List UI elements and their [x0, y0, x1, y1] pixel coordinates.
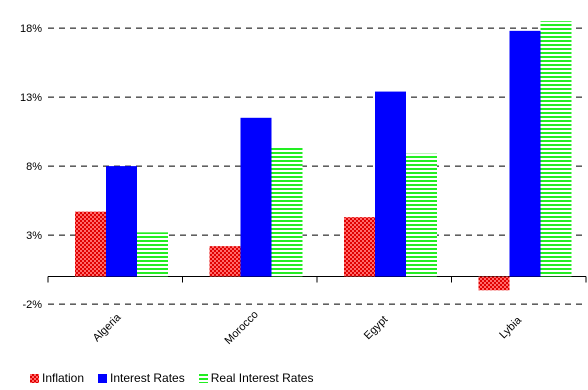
legend-label-real-interest-rates: Real Interest Rates — [210, 371, 314, 385]
y-tick-label: 3% — [26, 230, 42, 242]
category-labels: Algeria Morocco Egypt Lybia — [91, 309, 525, 347]
chart: -2% 3% 8% 13% 18% Algeria Morocco Egypt Lybia — [20, 21, 587, 347]
category-label: Morocco — [222, 309, 260, 347]
bars — [75, 21, 572, 291]
legend-swatch-real-interest-rates — [198, 373, 208, 383]
y-tick-label: -2% — [22, 299, 42, 311]
y-tick-label: 18% — [20, 23, 42, 35]
bar-real-interest-rates-morocco — [271, 146, 303, 277]
bar-inflation-lybia — [478, 276, 510, 291]
legend-label-interest-rates: Interest Rates — [110, 371, 185, 385]
bar-interest-rates-morocco — [240, 117, 272, 277]
bar-interest-rates-egypt — [375, 91, 406, 277]
legend-swatch-interest-rates — [98, 373, 108, 383]
y-tick-label: 13% — [20, 92, 42, 104]
legend-item-real-interest-rates: Real Interest Rates — [198, 371, 314, 385]
bar-inflation-egypt — [344, 217, 375, 277]
legend: Inflation Interest Rates Real Interest R… — [30, 371, 313, 385]
category-label: Egypt — [362, 314, 390, 342]
bar-real-interest-rates-algeria — [137, 232, 168, 277]
legend-swatch-inflation — [30, 373, 39, 383]
legend-label-inflation: Inflation — [42, 371, 85, 385]
legend-item-interest-rates: Interest Rates — [98, 371, 185, 385]
y-tick-label: 8% — [26, 161, 42, 173]
bar-inflation-algeria — [75, 211, 106, 277]
bar-inflation-morocco — [209, 246, 241, 277]
bar-real-interest-rates-lybia — [540, 21, 572, 277]
bar-interest-rates-lybia — [509, 30, 541, 277]
category-label: Algeria — [91, 311, 124, 344]
category-label: Lybia — [497, 314, 524, 341]
bar-real-interest-rates-egypt — [406, 153, 437, 277]
y-tick-labels: -2% 3% 8% 13% 18% — [20, 23, 42, 311]
bar-interest-rates-algeria — [106, 166, 137, 277]
legend-item-inflation: Inflation — [30, 371, 84, 385]
